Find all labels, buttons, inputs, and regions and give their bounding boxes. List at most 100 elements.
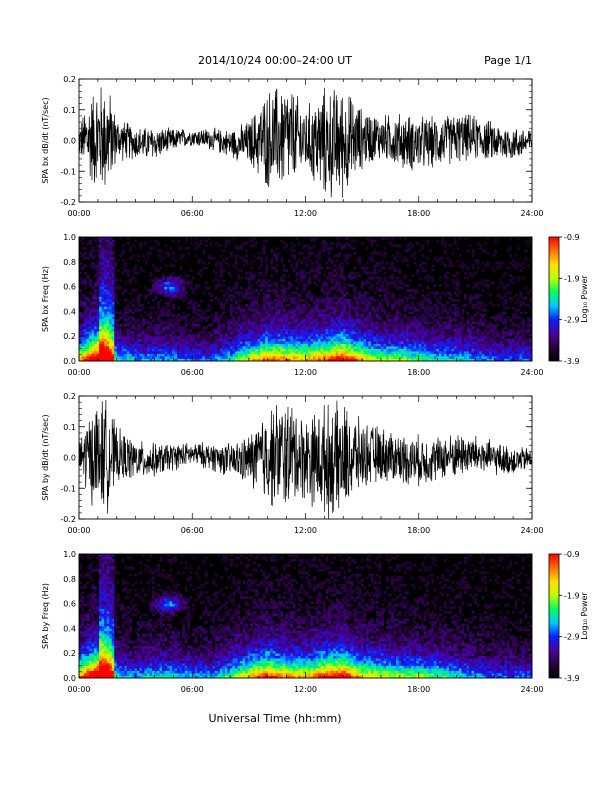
spectrogram-cell: [295, 266, 299, 270]
spectrogram-cell: [310, 294, 314, 297]
spectrogram-cell: [479, 333, 482, 337]
spectrogram-cell: [104, 274, 107, 277]
spectrogram-cell: [333, 306, 336, 310]
spectrogram-cell: [345, 261, 349, 265]
spectrogram-cell: [335, 318, 339, 322]
spectrogram-cell: [89, 249, 92, 253]
spectrogram-cell: [499, 318, 503, 322]
spectrogram-cell: [121, 346, 125, 349]
spectrogram-cell: [257, 341, 261, 344]
spectrogram-cell: [292, 256, 296, 260]
spectrogram-cell: [109, 326, 113, 330]
spectrogram-cell: [378, 351, 382, 354]
spectrogram-cell: [109, 321, 113, 325]
spectrogram-cell: [386, 333, 389, 337]
spectrogram-cell: [91, 351, 95, 354]
spectrogram-cell: [146, 321, 150, 325]
spectrogram-cell: [338, 301, 342, 305]
spectrogram-cell: [144, 336, 148, 339]
spectrogram-cell: [139, 246, 143, 250]
spectrogram-cell: [169, 264, 173, 268]
spectrogram-cell: [300, 343, 304, 347]
spectrogram-cell: [411, 346, 415, 349]
spectrogram-cell: [232, 333, 236, 337]
spectrogram-cell: [396, 343, 399, 347]
spectrogram-cell: [297, 333, 301, 337]
spectrogram-cell: [184, 358, 188, 362]
spectrogram-cell: [471, 333, 475, 337]
spectrogram-cell: [340, 261, 344, 265]
spectrogram-cell: [391, 338, 394, 342]
spectrogram-cell: [461, 358, 465, 362]
spectrogram-cell: [162, 358, 165, 362]
spectrogram-cell: [496, 356, 500, 359]
spectrogram-cell: [383, 279, 387, 282]
spectrogram-cell: [360, 331, 364, 335]
spectrogram-cell: [172, 251, 175, 255]
spectrogram-cell: [381, 343, 384, 347]
spectrogram-cell: [124, 306, 128, 310]
spectrogram-cell: [413, 291, 417, 295]
spectrogram-cell: [474, 296, 477, 300]
spectrogram-cell: [413, 251, 417, 255]
spectrogram-cell: [343, 259, 347, 263]
spectrogram-cell: [408, 289, 412, 292]
spectrogram-cell: [313, 358, 316, 362]
spectrogram-cell: [252, 301, 256, 305]
spectrogram-cell: [358, 336, 362, 339]
spectrogram-cell: [202, 266, 206, 270]
spectrogram-cell: [297, 276, 301, 280]
spectrogram-cell: [363, 281, 367, 285]
spectrogram-cell: [149, 331, 153, 335]
spectrogram-cell: [383, 308, 387, 312]
spectrogram-cell: [222, 356, 226, 359]
spectrogram-cell: [99, 326, 102, 330]
spectrogram-cell: [121, 271, 125, 275]
spectrogram-cell: [350, 336, 354, 339]
spectrogram-cell: [240, 276, 243, 280]
spectrogram-cell: [300, 358, 304, 362]
spectrogram-cell: [277, 343, 281, 347]
spectrogram-cell: [285, 328, 289, 332]
spectrogram-cell: [295, 323, 299, 327]
spectrogram-cell: [197, 351, 201, 354]
spectrogram-cell: [89, 346, 92, 349]
spectrogram-cell: [227, 328, 231, 332]
spectrogram-cell: [320, 326, 324, 330]
spectrogram-cell: [104, 289, 107, 292]
spectrogram-cell: [318, 331, 321, 335]
spectrogram-cell: [99, 296, 102, 300]
spectrogram-cell: [373, 346, 377, 349]
spectrogram-cell: [169, 351, 173, 354]
spectrogram-cell: [212, 351, 216, 354]
spectrogram-cell: [330, 261, 334, 265]
spectrogram-cell: [353, 326, 357, 330]
spectrogram-cell: [109, 358, 113, 362]
spectrogram-cell: [267, 316, 271, 320]
spectrogram-cell: [192, 343, 196, 347]
spectrogram-cell: [466, 353, 470, 357]
spectrogram-cell: [313, 328, 316, 332]
spectrogram-cell: [323, 241, 326, 245]
spectrogram-cell: [320, 286, 324, 290]
spectrogram-cell: [94, 353, 97, 357]
spectrogram-cell: [106, 301, 110, 305]
spectrogram-cell: [227, 271, 231, 275]
spectrogram-cell: [471, 338, 475, 342]
spectrogram-cell: [285, 303, 289, 307]
spectrogram-cell: [240, 256, 243, 260]
spectrogram-cell: [413, 348, 417, 352]
spectrogram-cell: [461, 328, 465, 332]
spectrogram-cell: [157, 284, 160, 287]
spectrogram-cell: [252, 276, 256, 280]
spectrogram-cell: [96, 259, 100, 263]
spectrogram-cell: [106, 264, 110, 268]
spectrogram-cell: [325, 348, 329, 352]
spectrogram-cell: [287, 281, 291, 285]
spectrogram-cell: [255, 338, 258, 342]
spectrogram-cell: [159, 336, 163, 339]
spectrogram-cell: [406, 346, 409, 349]
spectrogram-cell: [212, 318, 216, 322]
spectrogram-cell: [267, 348, 271, 352]
spectrogram-cell: [469, 343, 472, 347]
